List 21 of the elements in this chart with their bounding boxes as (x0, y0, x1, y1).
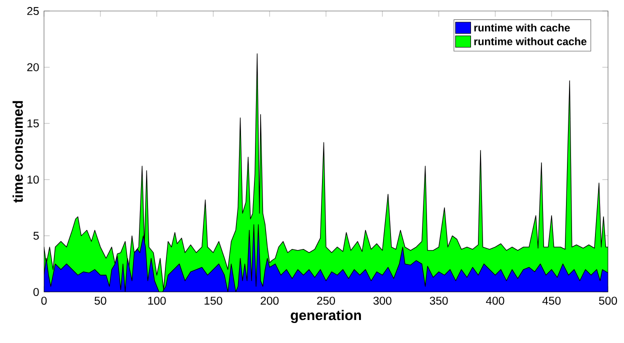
y-axis-title: time consumed (12, 101, 23, 203)
x-axis-title: generation (290, 310, 361, 324)
x-tick-label: 350 (430, 296, 448, 305)
x-tick-label: 450 (542, 296, 561, 305)
x-tick-label: 50 (94, 296, 106, 305)
x-tick-label: 150 (204, 296, 222, 305)
x-tick-label: 200 (260, 296, 279, 305)
y-tick-label: 0 (33, 288, 39, 296)
x-tick-label: 500 (599, 296, 618, 305)
y-tick-label: 5 (33, 232, 39, 240)
y-tick-label: 20 (27, 63, 39, 72)
y-tick-label: 25 (27, 7, 39, 16)
x-tick-label: 400 (486, 296, 504, 305)
x-tick-label: 0 (41, 296, 47, 305)
x-tick-label: 300 (373, 296, 392, 305)
legend-label: runtime with cache (474, 24, 570, 32)
y-tick-label: 10 (28, 176, 39, 184)
legend-label: runtime without cache (474, 37, 586, 46)
x-tick-label: 250 (317, 296, 336, 305)
x-tick-label: 100 (148, 296, 166, 305)
y-tick-label: 15 (28, 119, 39, 128)
